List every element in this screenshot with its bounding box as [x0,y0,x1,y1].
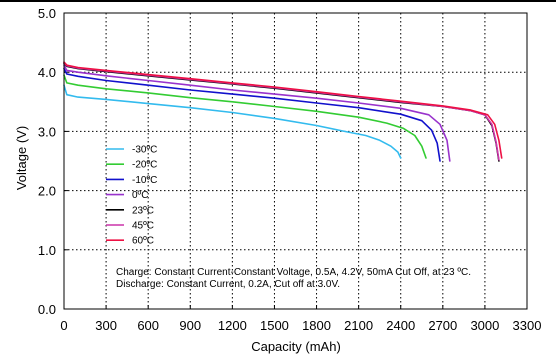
x-tick-label: 600 [137,318,159,333]
legend-label: -10ºC [132,175,157,186]
series-line [63,74,427,159]
series-line [63,61,500,161]
y-tick-label: 5.0 [38,6,56,21]
legend-label: 45ºC [132,221,154,232]
x-tick-label: 1200 [218,318,247,333]
gridlines [63,12,528,310]
legend-label: 0ºC [132,190,148,201]
legend: -30ºC -20ºC -10ºC 0ºC 23ºC 45ºC 60ºC [106,145,157,247]
top-edge-strip [0,0,556,2]
x-tick-label: 2400 [386,318,415,333]
series-line [63,84,402,159]
y-tick-label: 2.0 [38,184,56,199]
test-note-line: Charge: Constant Current-Constant Voltag… [116,267,471,278]
x-axis-label: Capacity (mAh) [251,339,341,354]
legend-label: 60ºC [132,236,154,247]
test-note-line: Discharge: Constant Current, 0.2A, Cut o… [116,279,340,290]
legend-label: -30ºC [132,145,157,156]
x-tick-label: 1800 [302,318,331,333]
x-tick-label: 3000 [470,318,499,333]
legend-label: 23ºC [132,205,154,216]
y-tick-label: 3.0 [38,124,56,139]
test-conditions-note: Charge: Constant Current-Constant Voltag… [116,267,471,290]
series-line [63,64,451,162]
x-tick-label: 3300 [513,318,542,333]
x-tick-label: 2700 [428,318,457,333]
y-tick-label: 1.0 [38,243,56,258]
series-line [63,61,503,159]
y-tick-label: 0.0 [38,302,56,317]
x-tick-label: 2100 [344,318,373,333]
x-tick-label: 900 [179,318,201,333]
y-tick-label: 4.0 [38,65,56,80]
series-lines [63,61,503,162]
plot-frame [63,12,528,310]
legend-label: -20ºC [132,160,157,171]
series-line [63,67,441,162]
x-tick-label: 300 [95,318,117,333]
x-tick-label: 0 [60,318,67,333]
x-tick-label: 1500 [260,318,289,333]
tick-labels: 0 300 600 900 1200 1500 1800 2100 2400 2700 3000 33… [38,6,542,333]
y-axis-label: Voltage (V) [14,126,29,190]
